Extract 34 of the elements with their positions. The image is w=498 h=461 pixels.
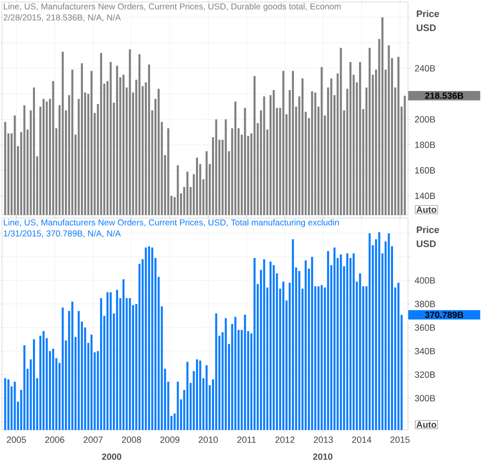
text: 2000 <box>102 454 122 460</box>
y-axis-title: Price USD <box>416 226 440 248</box>
y-tick-label: 340B <box>414 348 435 354</box>
text: 218.536B <box>425 92 464 99</box>
y-tick-label: 320B <box>414 371 435 378</box>
x-tick-label: 2009 <box>160 436 180 443</box>
text: 2010 <box>313 454 332 460</box>
x-tick-label: 2011 <box>237 436 256 443</box>
y-tick-label: 140B <box>415 192 435 200</box>
x-tick-label: 2007 <box>84 436 103 443</box>
x-tick-label: 2006 <box>45 436 64 443</box>
x-tick-label: 2012 <box>275 436 294 443</box>
x-tick-label: 2015 <box>390 436 410 443</box>
x-tick-label: 2005 <box>6 436 26 443</box>
y-tick-label: 300B <box>414 395 435 402</box>
chart-title: Line, US, Manufacturers New Orders, Current Prices, USD, Total manufacturing excludin <box>4 219 339 228</box>
y-tick-label: 180B <box>415 142 435 148</box>
y-tick-label: 200B <box>414 116 435 123</box>
x-tick-label: 2013 <box>314 436 333 443</box>
text: 2/28/2015, 218.536B, N/A, N/A <box>4 14 121 22</box>
chart-title: Line, US, Manufacturers New Orders, Current Prices, USD, Durable goods total, Econom <box>4 3 341 12</box>
x-tick-label: 2014 <box>352 436 372 443</box>
x-tick-label: 2008 <box>122 436 142 443</box>
text: Auto <box>416 206 436 213</box>
y-tick-label: 360B <box>414 324 435 331</box>
x-tick-label: 2010 <box>198 436 218 443</box>
y-tick-label: 380B <box>414 300 435 308</box>
y-tick-label: 160B <box>415 167 435 174</box>
text: 370.789B <box>424 312 464 318</box>
y-tick-label: 400B <box>414 277 435 284</box>
text: Auto <box>416 422 436 428</box>
y-axis-title: Price USD <box>416 10 440 32</box>
text: 1/31/2015, 370.789B, N/A, N/A <box>4 230 121 238</box>
y-tick-label: 240B <box>414 65 435 72</box>
